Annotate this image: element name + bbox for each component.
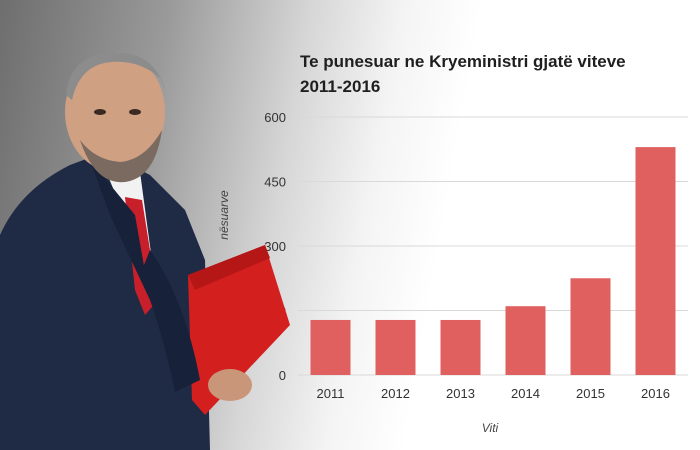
y-axis-label: nësuarve bbox=[217, 190, 231, 240]
x-tick-label: 2015 bbox=[576, 386, 605, 401]
bar-2016 bbox=[635, 147, 676, 375]
bar-2012 bbox=[375, 319, 416, 375]
x-tick-label: 2013 bbox=[446, 386, 475, 401]
chart-bars bbox=[310, 147, 676, 375]
man-photo-illustration bbox=[0, 52, 290, 450]
y-tick-label: 600 bbox=[264, 110, 286, 125]
bar-2013 bbox=[440, 319, 481, 375]
x-axis-label: Viti bbox=[482, 421, 499, 435]
chart-gridlines bbox=[298, 116, 688, 376]
bar-2011 bbox=[310, 319, 351, 375]
x-tick-label: 2014 bbox=[511, 386, 540, 401]
x-axis-ticks: 2011 2012 2013 2014 2015 2016 bbox=[317, 386, 670, 401]
bar-2014 bbox=[505, 306, 546, 375]
bar-2015 bbox=[570, 278, 611, 375]
x-tick-label: 2016 bbox=[641, 386, 670, 401]
chart-title-line-1: Te punesuar ne Kryeministri gjatë viteve bbox=[300, 52, 626, 71]
x-tick-label: 2012 bbox=[381, 386, 410, 401]
y-tick-label: 0 bbox=[279, 368, 286, 383]
chart-title-line-2: 2011-2016 bbox=[300, 77, 381, 96]
x-tick-label: 2011 bbox=[317, 386, 345, 401]
y-tick-label: 300 bbox=[264, 239, 286, 254]
y-tick-label: 450 bbox=[264, 175, 286, 190]
